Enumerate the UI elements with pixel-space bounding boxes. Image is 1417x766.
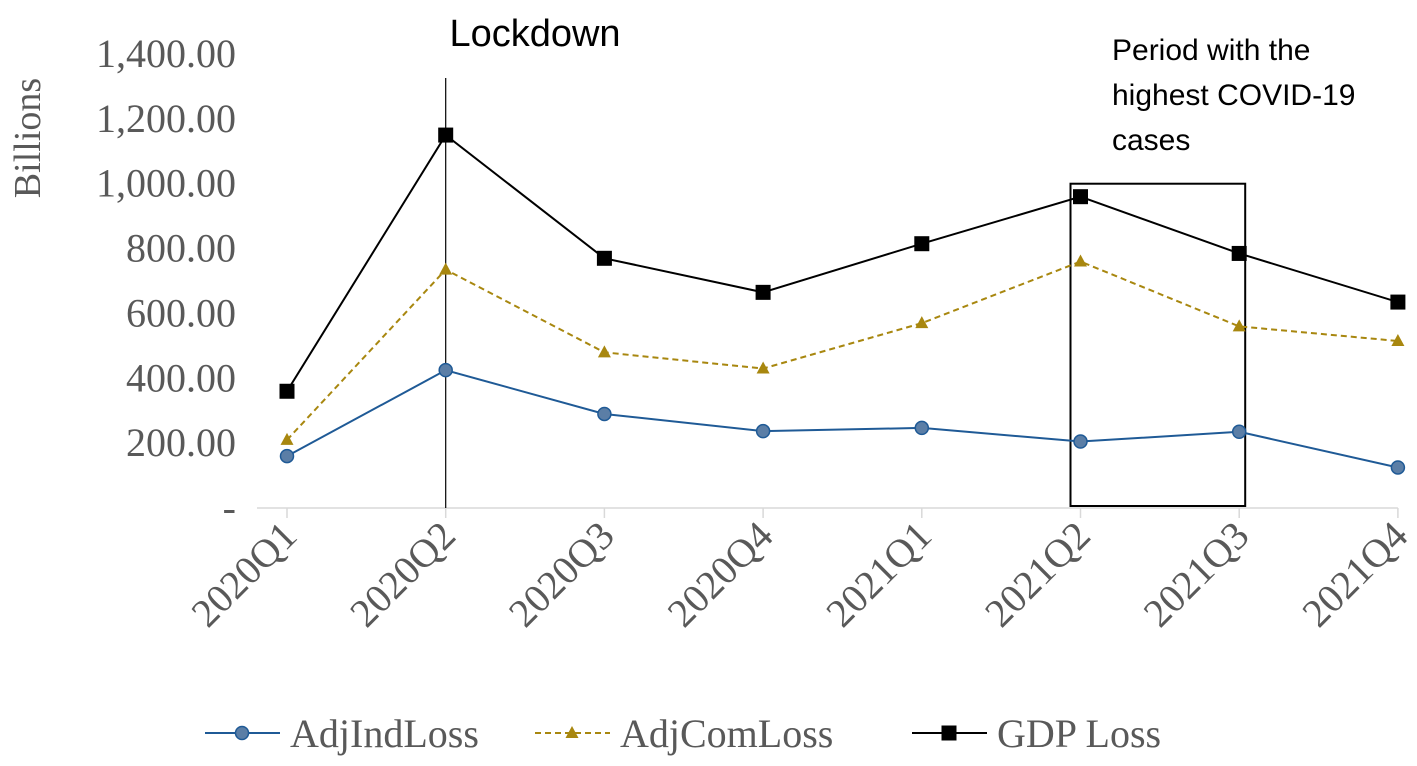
y-tick-label: -: [223, 485, 236, 530]
data-point-gdp-loss: [1073, 189, 1088, 205]
series-line-adjindloss: [286, 369, 1399, 469]
x-tick-label: 2021Q3: [1135, 513, 1258, 636]
series-line-adjcomloss: [286, 260, 1398, 441]
highlight-period-box: [1069, 182, 1247, 507]
x-tick-label: 2020Q4: [659, 513, 782, 636]
lockdown-label: Lockdown: [449, 13, 620, 55]
data-point-adjindloss: [438, 362, 453, 378]
y-tick-label: 400.00: [126, 355, 236, 400]
data-point-adjindloss: [1231, 424, 1247, 440]
x-tick-label: 2021Q2: [976, 513, 1099, 636]
series-adjindloss: [279, 362, 1406, 475]
x-tick-label: 2020Q2: [341, 513, 464, 636]
legend-marker-triangle: [565, 726, 579, 738]
data-point-adjindloss: [755, 423, 771, 439]
series-adjcomloss: [280, 254, 1405, 445]
x-tick-label: 2021Q1: [817, 513, 940, 636]
y-tick-label: 1,400.00: [96, 31, 236, 76]
y-tick-label: 200.00: [126, 420, 236, 465]
legend-item-gdp-loss: GDP Loss: [912, 711, 1161, 756]
data-point-gdp-loss: [1231, 245, 1247, 261]
legend-marker-circle: [234, 725, 250, 741]
period-label-line: cases: [1112, 124, 1190, 157]
series-group: [279, 127, 1406, 475]
data-point-gdp-loss: [914, 236, 930, 252]
x-tick-label: 2020Q1: [182, 513, 305, 636]
legend-label: GDP Loss: [997, 711, 1161, 756]
y-axis-label: Billions: [7, 78, 49, 198]
data-point-gdp-loss: [755, 284, 771, 300]
series-gdp-loss: [279, 127, 1406, 399]
y-tick-label: 600.00: [126, 290, 236, 335]
data-point-adjcomloss: [280, 432, 294, 445]
data-point-adjcomloss: [1232, 319, 1246, 332]
data-point-adjindloss: [1073, 434, 1088, 449]
y-tick-label: 800.00: [126, 226, 236, 271]
data-point-gdp-loss: [596, 250, 612, 266]
data-point-gdp-loss: [1390, 294, 1406, 310]
y-tick-label: 1,200.00: [96, 96, 236, 141]
annotations: Lockdown Period with the highest COVID-19 c…: [445, 13, 1355, 508]
legend-label: AdjComLoss: [620, 711, 833, 756]
x-tick-label: 2021Q4: [1293, 513, 1416, 636]
legend-marker-square: [941, 725, 957, 741]
data-point-adjcomloss: [915, 316, 929, 329]
legend-item-adjcomloss: AdjComLoss: [535, 711, 833, 756]
data-point-adjcomloss: [1074, 254, 1087, 267]
data-point-gdp-loss: [438, 127, 454, 143]
y-tick-label: 1,000.00: [96, 161, 236, 206]
data-point-adjindloss: [597, 406, 612, 422]
data-point-adjcomloss: [439, 262, 453, 275]
x-tick-label: 2020Q3: [500, 513, 623, 636]
legend-item-adjindloss: AdjIndLoss: [205, 711, 479, 756]
legend: AdjIndLoss AdjComLoss GDP Loss: [205, 711, 1161, 756]
data-point-adjcomloss: [1391, 333, 1405, 346]
data-point-adjindloss: [1390, 460, 1406, 475]
x-axis: 2020Q1 2020Q2 2020Q3 2020Q4 2021Q1 2021Q2 2021…: [182, 507, 1416, 636]
data-point-gdp-loss: [279, 383, 295, 399]
data-point-adjcomloss: [756, 361, 770, 374]
y-axis-ticks: - 200.00 400.00 600.00 800.00 1,000.00 1,200.0…: [96, 31, 236, 530]
data-point-adjindloss: [279, 448, 295, 464]
period-label-line: highest COVID-19: [1112, 79, 1355, 112]
data-point-adjcomloss: [597, 345, 611, 358]
series-line-gdp-loss: [286, 133, 1399, 392]
period-label-line: Period with the: [1112, 34, 1310, 67]
legend-label: AdjIndLoss: [290, 711, 479, 756]
data-point-adjindloss: [914, 420, 930, 436]
